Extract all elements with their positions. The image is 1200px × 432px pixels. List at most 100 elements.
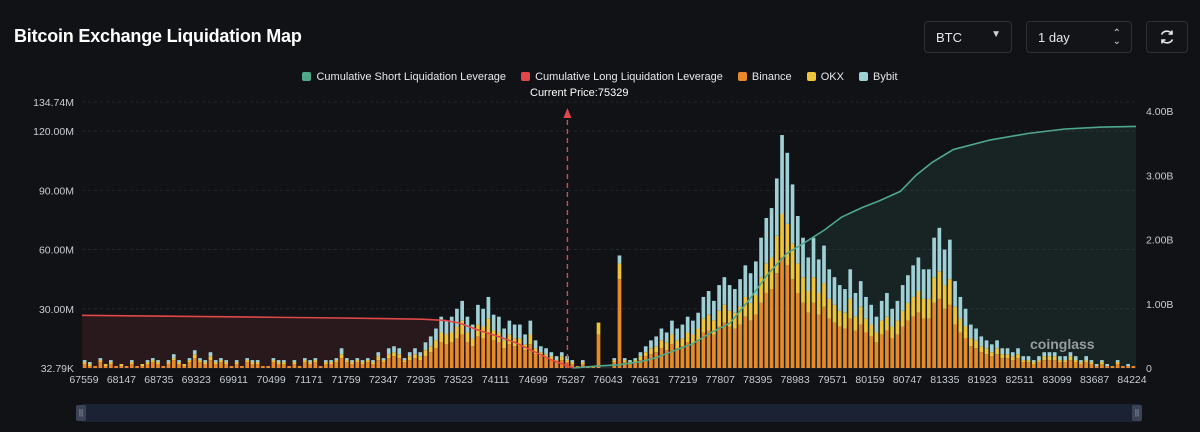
binance-bar (371, 364, 375, 368)
x-tick-label: 71759 (331, 374, 360, 386)
bybit-bar (727, 285, 732, 311)
refresh-icon (1160, 30, 1174, 44)
okx-bar (722, 304, 727, 323)
x-tick-label: 80159 (855, 374, 884, 386)
okx-bar (795, 263, 800, 293)
zoom-handle-left[interactable]: || (76, 405, 86, 421)
binance-bar (177, 364, 181, 368)
zoom-scrollbar[interactable] (80, 404, 1142, 422)
okx-bar (470, 338, 475, 347)
bybit-bar (402, 358, 407, 361)
binance-bar (1115, 364, 1120, 368)
bybit-bar (927, 269, 931, 299)
bybit-bar (1063, 356, 1068, 361)
binance-bar (229, 366, 234, 368)
binance-bar (795, 292, 800, 368)
zoom-handle-right[interactable]: || (1132, 405, 1142, 421)
binance-bar (785, 265, 790, 368)
bybit-bar (303, 358, 307, 361)
bybit-bar (853, 292, 858, 317)
x-tick-label: 76631 (631, 374, 660, 386)
okx-bar (1079, 362, 1083, 365)
okx-bar (822, 283, 826, 307)
bybit-bar (691, 320, 695, 335)
y-right-tick-label: 3.00B (1146, 170, 1173, 182)
binance-bar (129, 364, 134, 368)
okx-bar (622, 360, 627, 363)
binance-bar (1131, 366, 1136, 368)
binance-bar (927, 318, 931, 368)
okx-bar (119, 364, 124, 367)
bybit-bar (381, 358, 386, 361)
binance-bar (276, 364, 281, 368)
binance-bar (932, 302, 936, 368)
bybit-bar (733, 289, 737, 313)
okx-bar (900, 310, 905, 327)
x-tick-label: 73523 (444, 374, 473, 386)
binance-bar (906, 320, 910, 368)
okx-bar (234, 362, 239, 365)
bybit-bar (250, 360, 255, 363)
legend-item-bybit[interactable]: Bybit (859, 71, 898, 83)
binance-bar (963, 338, 968, 368)
bybit-bar (764, 217, 769, 264)
okx-bar (1073, 360, 1078, 363)
bybit-bar (82, 360, 87, 363)
bybit-bar (984, 340, 989, 349)
okx-bar (727, 310, 732, 327)
binance-bar (261, 366, 265, 368)
legend-item-long[interactable]: Cumulative Long Liquidation Leverage (521, 71, 723, 83)
bybit-bar (717, 285, 721, 311)
binance-bar (1105, 366, 1109, 368)
binance-bar (518, 346, 522, 368)
binance-bar (733, 328, 737, 368)
okx-bar (329, 362, 333, 365)
binance-bar (439, 342, 444, 368)
okx-bar (680, 338, 685, 347)
y-left-tick-label: 30.00M (39, 304, 74, 316)
bybit-bar (219, 358, 223, 361)
bybit-bar (638, 352, 643, 357)
interval-select[interactable]: 1 day ⌃ ⌄ (1026, 21, 1132, 53)
binance-bar (654, 352, 659, 368)
bybit-bar (476, 304, 480, 325)
symbol-select[interactable]: BTC ▼ (924, 21, 1012, 53)
legend-item-okx[interactable]: OKX (806, 71, 844, 83)
legend-item-short[interactable]: Cumulative Short Liquidation Leverage (302, 71, 506, 83)
bybit-bar (790, 184, 795, 244)
x-tick-label: 77807 (706, 374, 735, 386)
x-tick-label: 72347 (369, 374, 398, 386)
binance-bar (455, 338, 459, 368)
refresh-button[interactable] (1146, 21, 1188, 53)
binance-bar (706, 330, 711, 368)
binance-bar (974, 348, 978, 368)
bybit-bar (806, 257, 811, 292)
binance-bar (738, 324, 742, 368)
x-tick-label: 67559 (69, 374, 98, 386)
okx-bar (1052, 356, 1057, 361)
okx-bar (906, 302, 910, 321)
legend-item-binance[interactable]: Binance (737, 71, 792, 83)
y-left-tick-label: 120.00M (33, 126, 74, 138)
okx-bar (759, 277, 763, 303)
binance-bar (570, 364, 575, 368)
okx-bar (145, 362, 150, 365)
okx-bar (701, 318, 706, 333)
bybit-bar (255, 360, 260, 363)
bybit-bar (276, 360, 281, 363)
okx-bar (518, 338, 522, 347)
okx-bar (439, 332, 444, 343)
okx-bar (743, 296, 748, 317)
current-price-label: Current Price:75329 (530, 87, 629, 99)
binance-bar (161, 366, 166, 368)
binance-bar (1073, 362, 1078, 368)
okx-bar (559, 356, 564, 361)
caret-down-icon: ▼ (991, 29, 1001, 40)
bybit-bar (344, 358, 349, 361)
bybit-bar (900, 285, 905, 311)
bybit-bar (512, 324, 517, 339)
okx-bar (685, 332, 690, 343)
binance-bar (318, 366, 323, 368)
binance-bar (308, 364, 312, 368)
binance-bar (1031, 364, 1036, 368)
